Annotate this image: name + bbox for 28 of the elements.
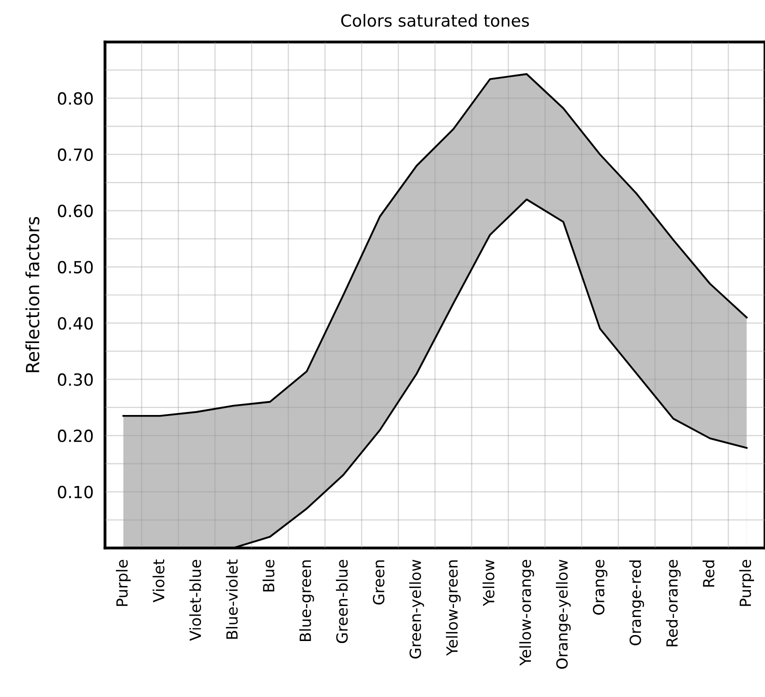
x-tick-label: Green-blue [336, 560, 348, 644]
x-tick-label: Yellow-orange [519, 560, 534, 666]
y-tick-label: 0.20 [58, 430, 93, 442]
y-tick-label: 0.70 [58, 148, 93, 162]
x-tick-label: Violet [152, 559, 164, 602]
y-tick-label: 0.30 [58, 373, 93, 386]
x-tick-label: Orange [592, 560, 608, 615]
y-tick-label: 0.80 [58, 92, 93, 105]
y-tick-label: 0.10 [58, 486, 93, 498]
x-tick-label: Purple [116, 560, 131, 606]
x-tick-label: Red-orange [666, 560, 681, 646]
chart-title: Colors saturated tones [341, 14, 529, 27]
y-tick-label: 0.60 [58, 204, 93, 218]
x-tick-label: Blue-violet [226, 559, 238, 639]
x-tick-label: Orange-red [629, 560, 644, 646]
x-tick-label: Violet-blue [189, 560, 202, 641]
y-tick-label: 0.40 [58, 317, 93, 330]
y-axis-title: Reflection factors [25, 216, 40, 372]
x-tick-label: Orange-yellow [556, 560, 571, 669]
x-tick-label: Blue-green [299, 560, 314, 642]
x-tick-label: Blue [262, 560, 274, 592]
x-tick-label: Green [372, 560, 384, 605]
x-tick-label: Purple [739, 560, 754, 606]
x-tick-label: Yellow-green [446, 560, 461, 656]
x-tick-label: Yellow [482, 560, 494, 606]
x-tick-label: Green-yellow [409, 560, 424, 659]
y-tick-label: 0.50 [58, 260, 93, 274]
x-tick-label: Red [702, 560, 714, 587]
